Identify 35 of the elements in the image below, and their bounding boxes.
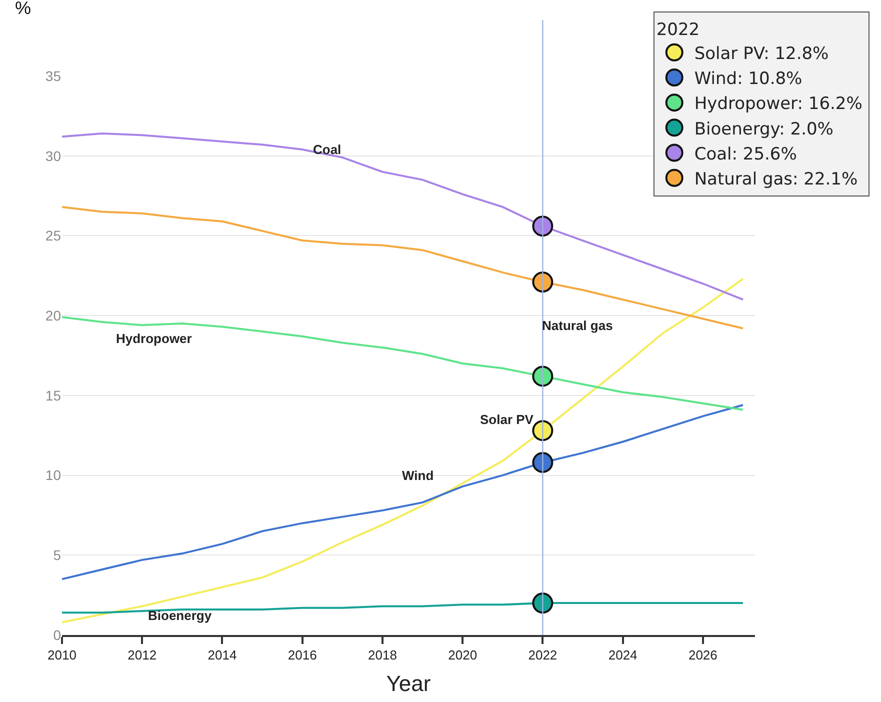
x-tick-label: 2018 (368, 648, 397, 663)
legend-label: Coal: 25.6% (694, 144, 797, 164)
y-tick-label: 15 (45, 387, 62, 404)
x-tick-label: 2010 (48, 648, 76, 663)
x-tick-label: 2014 (208, 648, 237, 663)
line-series (62, 404, 744, 580)
y-tick-label: 10 (45, 467, 62, 484)
x-tick-label: 2016 (288, 648, 317, 663)
legend-title: 2022 (656, 20, 700, 40)
legend-label: Wind: 10.8% (694, 69, 802, 90)
annotation: Wind (402, 468, 434, 483)
x-tick-label: 2024 (608, 648, 638, 663)
y-tick-label: 30 (45, 148, 62, 164)
x-tick-label: 2026 (688, 648, 718, 663)
annotation: Coal (313, 142, 342, 157)
line-series (62, 316, 744, 411)
x-tick-label: 2020 (448, 648, 478, 663)
y-tick-label: 0 (53, 626, 62, 643)
legend-label: Hydropower: 16.2% (694, 94, 862, 114)
legend-label: Bioenergy: 2.0% (694, 119, 834, 140)
annotation: Bioenergy (148, 608, 212, 623)
y-tick-label: 5 (53, 547, 62, 564)
legend-label: Solar PV: 12.8% (694, 44, 829, 64)
y-axis-title: % (15, 0, 32, 18)
legend-label: Natural gas: 22.1% (694, 169, 858, 190)
y-tick-label: 35 (45, 68, 62, 84)
x-tick-label: 2022 (528, 648, 558, 663)
x-axis-title: Year (386, 671, 431, 696)
annotation: Hydropower (116, 331, 192, 346)
x-tick-label: 2012 (128, 648, 157, 663)
y-tick-label: 20 (45, 307, 62, 324)
annotation: Natural gas (542, 318, 613, 333)
y-tick-label: 25 (45, 228, 62, 244)
annotation: Solar PV (480, 412, 534, 427)
line-series (62, 278, 744, 624)
